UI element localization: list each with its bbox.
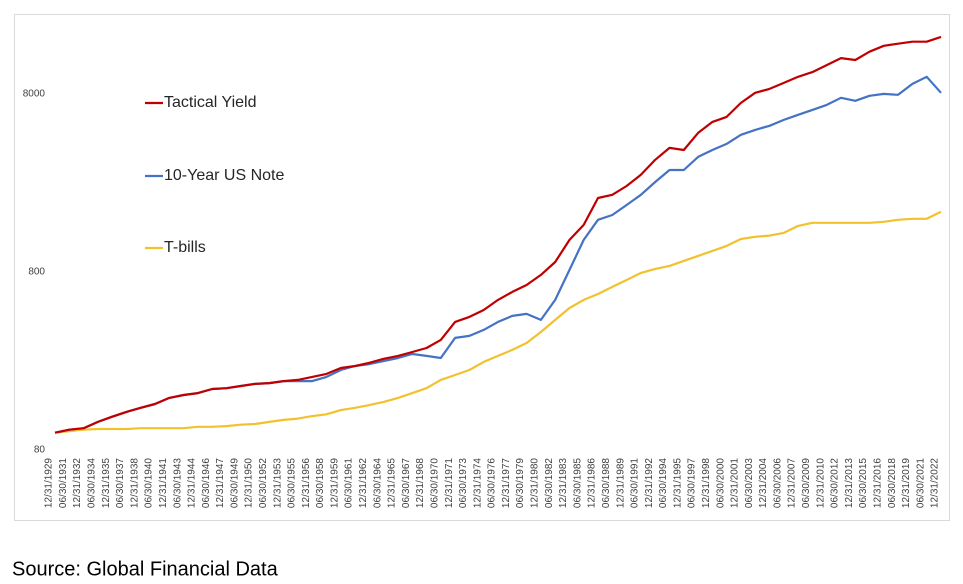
x-tick-label: 06/30/2018 (887, 458, 898, 508)
x-tick-label: 06/30/1979 (515, 458, 526, 508)
x-tick-label: 06/30/1961 (344, 458, 355, 508)
x-tick-label: 12/31/1956 (301, 458, 312, 508)
x-tick-label: 06/30/1970 (429, 458, 440, 508)
x-tick-label: 12/31/1983 (558, 458, 569, 508)
x-tick-label: 12/31/1986 (587, 458, 598, 508)
x-tick-label: 06/30/1973 (458, 458, 469, 508)
x-tick-label: 06/30/1991 (630, 458, 641, 508)
x-tick-label: 06/30/1931 (58, 458, 69, 508)
series-line (54, 210, 942, 434)
x-tick-label: 06/30/1964 (372, 458, 383, 508)
x-tick-label: 06/30/2021 (915, 458, 926, 508)
x-tick-label: 12/31/2019 (901, 458, 912, 508)
x-tick-label: 12/31/1935 (101, 458, 112, 508)
x-tick-label: 06/30/1976 (487, 458, 498, 508)
x-tick-label: 06/30/2003 (744, 458, 755, 508)
x-tick-label: 12/31/1968 (415, 458, 426, 508)
x-tick-label: 12/31/1932 (72, 458, 83, 508)
x-tick-label: 12/31/2001 (730, 458, 741, 508)
x-tick-label: 12/31/1995 (672, 458, 683, 508)
x-tick-label: 12/31/1959 (329, 458, 340, 508)
x-tick-label: 12/31/1947 (215, 458, 226, 508)
x-tick-label: 06/30/2012 (830, 458, 841, 508)
x-tick-label: 12/31/1989 (615, 458, 626, 508)
series-line (54, 35, 942, 434)
x-tick-label: 06/30/2009 (801, 458, 812, 508)
legend-label: 10-Year US Note (164, 167, 284, 184)
x-tick-label: 12/31/1953 (272, 458, 283, 508)
y-tick-label: 80 (34, 445, 46, 456)
x-tick-label: 06/30/1949 (229, 458, 240, 508)
x-tick-label: 06/30/1994 (658, 458, 669, 508)
x-tick-label: 12/31/1929 (44, 458, 55, 508)
x-tick-label: 06/30/1934 (87, 458, 98, 508)
x-tick-label: 12/31/2004 (758, 458, 769, 508)
x-tick-label: 12/31/1962 (358, 458, 369, 508)
x-tick-label: 06/30/2006 (772, 458, 783, 508)
x-tick-label: 12/31/1992 (644, 458, 655, 508)
x-tick-label: 12/31/1941 (158, 458, 169, 508)
x-tick-label: 12/31/1971 (444, 458, 455, 508)
x-tick-label: 12/31/1944 (187, 458, 198, 508)
x-tick-label: 12/31/1980 (530, 458, 541, 508)
legend-label: T-bills (164, 239, 206, 256)
x-tick-label: 12/31/2022 (930, 458, 941, 508)
x-tick-label: 06/30/1937 (115, 458, 126, 508)
x-tick-label: 12/31/2016 (872, 458, 883, 508)
x-tick-label: 06/30/1958 (315, 458, 326, 508)
x-tick-label: 06/30/1940 (144, 458, 155, 508)
x-tick-label: 06/30/1952 (258, 458, 269, 508)
x-tick-label: 06/30/1988 (601, 458, 612, 508)
x-tick-label: 12/31/1965 (387, 458, 398, 508)
x-tick-label: 06/30/1943 (172, 458, 183, 508)
x-tick-label: 12/31/1977 (501, 458, 512, 508)
chart-frame (14, 14, 950, 521)
x-tick-label: 06/30/1997 (687, 458, 698, 508)
x-tick-label: 06/30/1955 (287, 458, 298, 508)
x-tick-label: 12/31/2007 (787, 458, 798, 508)
x-tick-label: 06/30/1985 (572, 458, 583, 508)
x-tick-label: 06/30/1967 (401, 458, 412, 508)
x-tick-label: 06/30/2000 (715, 458, 726, 508)
y-tick-label: 800 (28, 267, 45, 278)
source-note: Source: Global Financial Data (12, 558, 279, 580)
legend-label: Tactical Yield (164, 94, 257, 111)
x-tick-label: 12/31/1950 (244, 458, 255, 508)
x-tick-label: 06/30/1946 (201, 458, 212, 508)
x-tick-label: 12/31/1998 (701, 458, 712, 508)
y-tick-label: 8000 (23, 89, 46, 100)
x-tick-label: 12/31/1938 (129, 458, 140, 508)
x-tick-label: 12/31/1974 (472, 458, 483, 508)
x-tick-label: 06/30/1982 (544, 458, 555, 508)
x-tick-label: 06/30/2015 (858, 458, 869, 508)
x-tick-label: 12/31/2013 (844, 458, 855, 508)
x-tick-label: 12/31/2010 (815, 458, 826, 508)
